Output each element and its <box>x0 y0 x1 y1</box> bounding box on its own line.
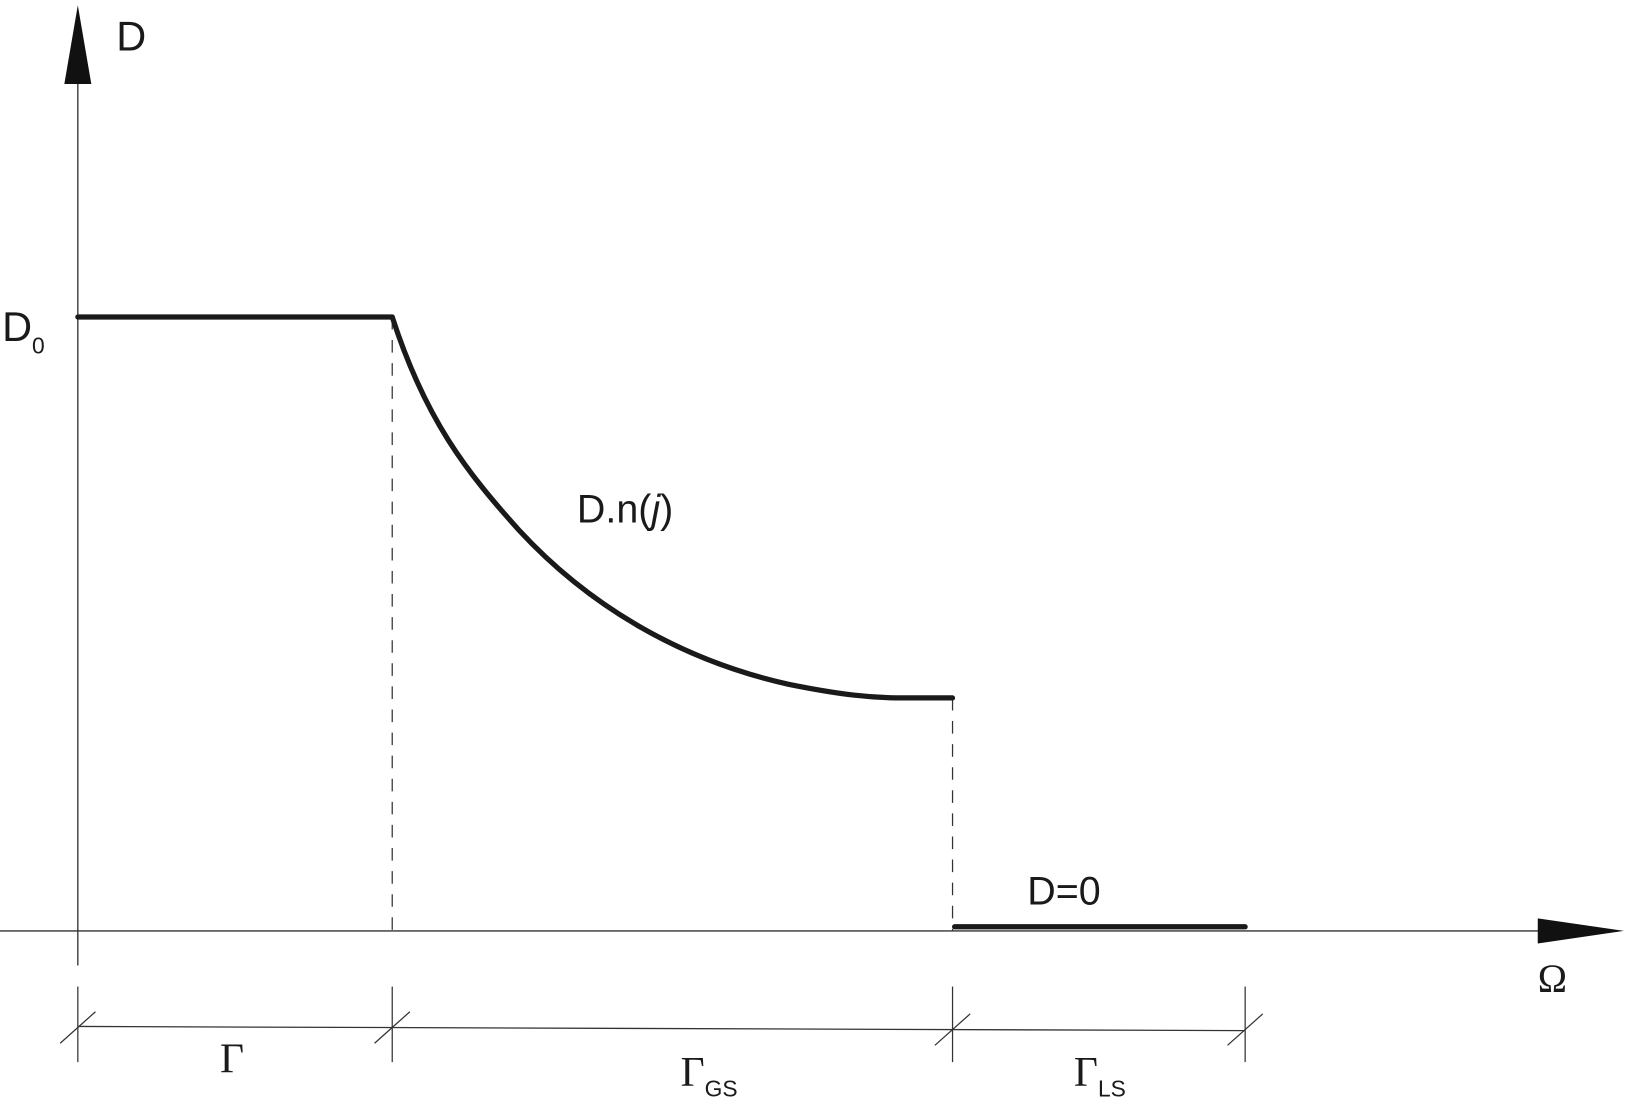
curve-label: D.n(j) <box>577 487 673 531</box>
y-axis-label: D <box>116 12 146 59</box>
axes <box>0 73 1547 966</box>
region-symbol: Γ <box>1074 1050 1098 1096</box>
zero-level-label: D=0 <box>1027 869 1100 913</box>
guides <box>391 316 954 931</box>
region-symbol: Γ <box>220 1036 244 1082</box>
region-sub: LS <box>1098 1076 1126 1102</box>
region-sub: GS <box>705 1076 738 1102</box>
x-axis-label: Ω <box>1538 957 1567 1001</box>
region-label: ΓGS <box>681 1050 738 1102</box>
tick <box>1227 1013 1264 1046</box>
dimension <box>59 986 1264 1063</box>
region-label: ΓLS <box>1074 1050 1126 1102</box>
label-part: ) <box>660 487 673 531</box>
label-part: D.n( <box>577 487 651 531</box>
curve <box>75 314 1248 930</box>
degradation-curve <box>389 314 956 701</box>
region-symbol: Γ <box>681 1050 705 1096</box>
initial-level-label: D0 <box>2 303 45 359</box>
dimension-line <box>77 1025 1246 1032</box>
y-arrow <box>64 5 92 84</box>
tick <box>934 1013 971 1046</box>
region-label: Γ <box>220 1036 244 1082</box>
x-arrow <box>1537 918 1624 944</box>
label-sub: 0 <box>32 333 45 359</box>
tick <box>59 1011 96 1044</box>
tick <box>374 1011 411 1044</box>
label-main: D <box>2 303 32 350</box>
